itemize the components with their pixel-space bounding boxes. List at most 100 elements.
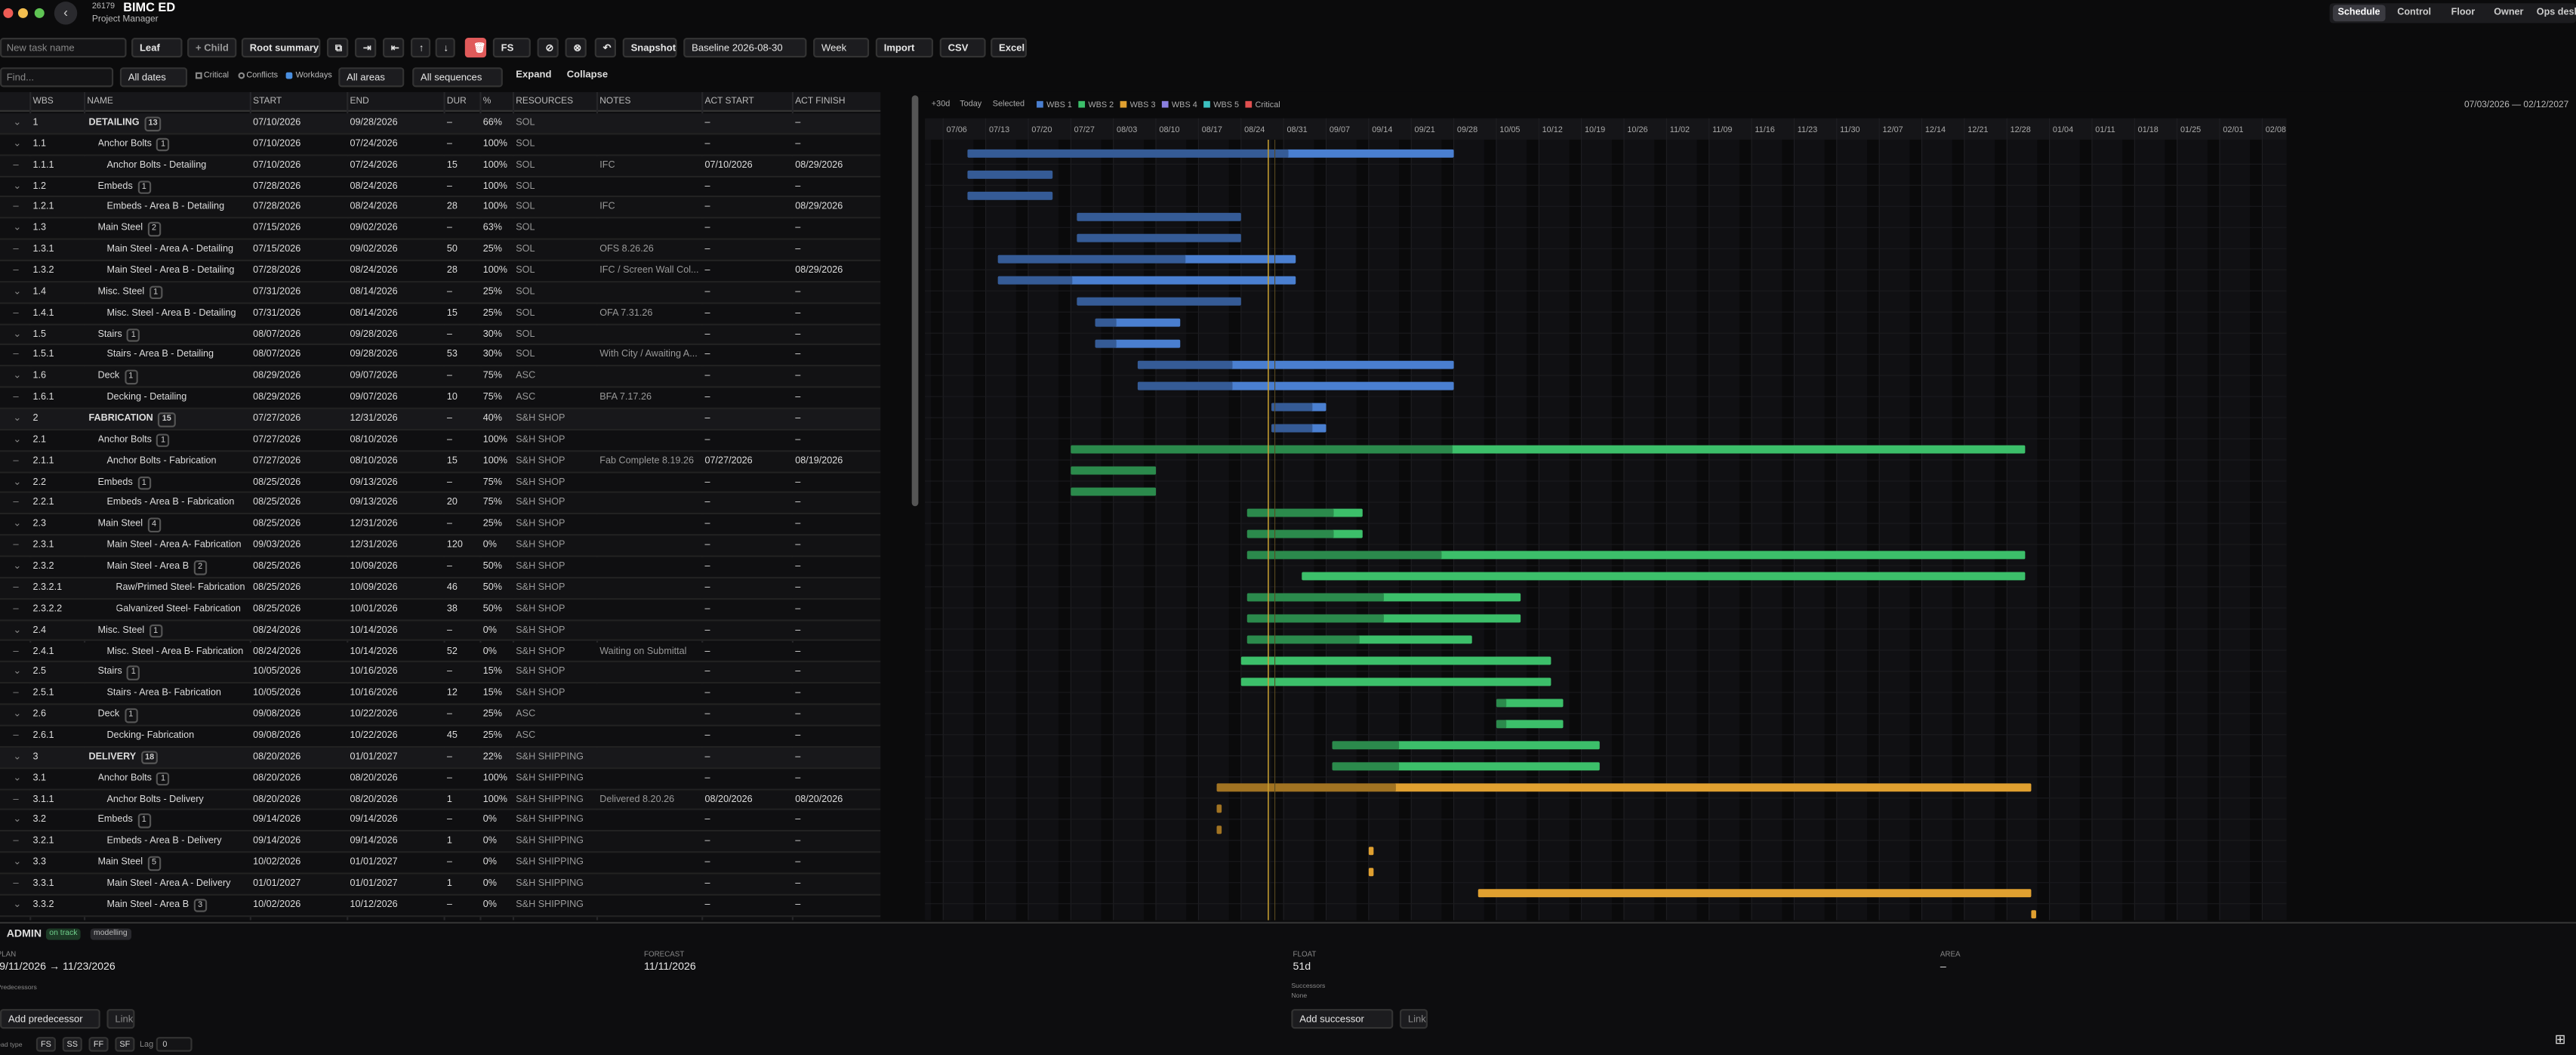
row-handle[interactable]: –: [13, 604, 19, 615]
scale-select[interactable]: Week: [813, 38, 870, 58]
expand-toggle[interactable]: ⌄: [13, 858, 22, 868]
row-handle[interactable]: –: [13, 794, 19, 805]
expand[interactable]: Expand: [516, 70, 552, 81]
icon-copy[interactable]: ⧉: [327, 38, 349, 58]
gantt-control[interactable]: +30d: [932, 99, 951, 108]
icon-delete[interactable]: 🗑: [464, 38, 487, 58]
expand-toggle[interactable]: ⌄: [13, 710, 22, 720]
lead-type[interactable]: FS: [35, 1037, 56, 1052]
csv[interactable]: CSV: [939, 38, 986, 58]
icon-up[interactable]: ↑: [411, 38, 431, 58]
view-tab[interactable]: Ops desk: [2536, 8, 2576, 18]
conflicts-check[interactable]: [238, 72, 245, 79]
expand-toggle[interactable]: ⌄: [13, 773, 22, 784]
row-handle[interactable]: –: [13, 266, 19, 276]
view-tab[interactable]: Control: [2397, 8, 2432, 18]
root-summary[interactable]: Root summary: [241, 38, 321, 58]
expand-toggle[interactable]: ⌄: [13, 181, 22, 192]
row-handle[interactable]: –: [13, 837, 19, 847]
row-handle[interactable]: –: [13, 541, 19, 551]
successor-link[interactable]: Link: [1399, 1009, 1428, 1029]
layout-toggle[interactable]: ⊞: [2554, 1032, 2566, 1047]
gantt-control[interactable]: Selected: [993, 99, 1025, 108]
close-dot[interactable]: [3, 8, 14, 18]
find-input[interactable]: Find...: [0, 67, 114, 88]
row-handle[interactable]: –: [13, 456, 19, 467]
row-handle[interactable]: –: [13, 879, 19, 890]
icon-undo[interactable]: ↶: [594, 38, 617, 58]
expand-toggle[interactable]: ⌄: [13, 414, 22, 424]
predecessor-link[interactable]: Link: [106, 1009, 135, 1029]
lead-type[interactable]: SS: [62, 1037, 82, 1052]
expand-toggle[interactable]: ⌄: [13, 329, 22, 340]
cell-act-finish: –: [795, 726, 876, 748]
expand-toggle[interactable]: ⌄: [13, 668, 22, 678]
row-handle[interactable]: –: [13, 731, 19, 742]
expand-toggle[interactable]: ⌄: [13, 625, 22, 636]
areas-select[interactable]: All areas: [338, 67, 405, 88]
lag-input[interactable]: 0: [156, 1037, 193, 1052]
task-name-input[interactable]: New task name: [0, 38, 127, 58]
sequences-select[interactable]: All sequences: [412, 67, 503, 88]
icon-link[interactable]: ⊘: [537, 38, 559, 58]
task-progress: [967, 191, 1053, 200]
row-handle[interactable]: –: [13, 160, 19, 171]
expand-toggle[interactable]: ⌄: [13, 562, 22, 572]
view-tab[interactable]: Floor: [2451, 8, 2476, 18]
expand-toggle[interactable]: ⌄: [13, 520, 22, 530]
expand-toggle[interactable]: ⌄: [13, 816, 22, 826]
back-button[interactable]: ‹: [54, 2, 78, 25]
scrollbar[interactable]: [911, 95, 919, 507]
add-predecessor[interactable]: Add predecessor: [0, 1009, 100, 1029]
view-tab[interactable]: Schedule: [2332, 5, 2386, 22]
max-dot[interactable]: [34, 8, 45, 18]
expand-toggle[interactable]: ⌄: [13, 139, 22, 150]
row-handle[interactable]: –: [13, 689, 19, 699]
icon-down[interactable]: ↓: [435, 38, 455, 58]
dates-select[interactable]: All dates: [119, 67, 188, 88]
import[interactable]: Import: [875, 38, 933, 58]
expand-toggle[interactable]: ⌄: [13, 287, 22, 298]
collapse[interactable]: Collapse: [566, 70, 609, 81]
dependency-type[interactable]: FS: [492, 38, 531, 58]
baseline-select[interactable]: Baseline 2026-08-30: [683, 38, 807, 58]
expand-toggle[interactable]: ⌄: [13, 477, 22, 488]
mode-select[interactable]: Leaf: [131, 38, 183, 58]
icon-unlink[interactable]: ⊗: [565, 38, 587, 58]
expand-toggle[interactable]: ⌄: [13, 900, 22, 911]
row-handle[interactable]: –: [13, 202, 19, 213]
excel[interactable]: Excel: [991, 38, 1028, 58]
icon-indent[interactable]: ⇥: [355, 38, 377, 58]
add-successor[interactable]: Add successor: [1291, 1009, 1394, 1029]
view-tab[interactable]: Owner: [2494, 8, 2524, 18]
cell-start: 07/27/2026: [253, 430, 345, 452]
cell-text: 100%: [482, 202, 508, 213]
lead-type[interactable]: SF: [115, 1037, 135, 1052]
row-handle[interactable]: –: [13, 393, 19, 403]
row-handle[interactable]: –: [13, 245, 19, 255]
cell-act-finish: 08/29/2026: [795, 198, 876, 219]
row-handle[interactable]: –: [13, 498, 19, 509]
row-handle[interactable]: –: [13, 308, 19, 319]
gantt-control[interactable]: Today: [960, 99, 982, 108]
workdays-check[interactable]: [285, 72, 293, 79]
add-child[interactable]: + Child: [187, 38, 237, 58]
snapshot[interactable]: Snapshot: [622, 38, 677, 58]
cell-end: 10/12/2026: [350, 896, 442, 917]
row-handle[interactable]: –: [13, 350, 19, 361]
row-handle[interactable]: –: [13, 646, 19, 657]
cell-text: SOL: [516, 350, 535, 361]
cell-text: S&H SHOP: [516, 498, 565, 509]
row-handle[interactable]: –: [13, 583, 19, 594]
expand-toggle[interactable]: ⌄: [13, 118, 22, 128]
icon-outdent[interactable]: ⇤: [383, 38, 405, 58]
expand-toggle[interactable]: ⌄: [13, 372, 22, 382]
cell-text: 0%: [482, 625, 498, 636]
min-dot[interactable]: [17, 8, 28, 18]
cell-text: SOL: [516, 139, 535, 150]
expand-toggle[interactable]: ⌄: [13, 435, 22, 446]
critical-check[interactable]: [195, 72, 202, 79]
expand-toggle[interactable]: ⌄: [13, 224, 22, 234]
lead-type[interactable]: FF: [88, 1037, 109, 1052]
expand-toggle[interactable]: ⌄: [13, 752, 22, 763]
